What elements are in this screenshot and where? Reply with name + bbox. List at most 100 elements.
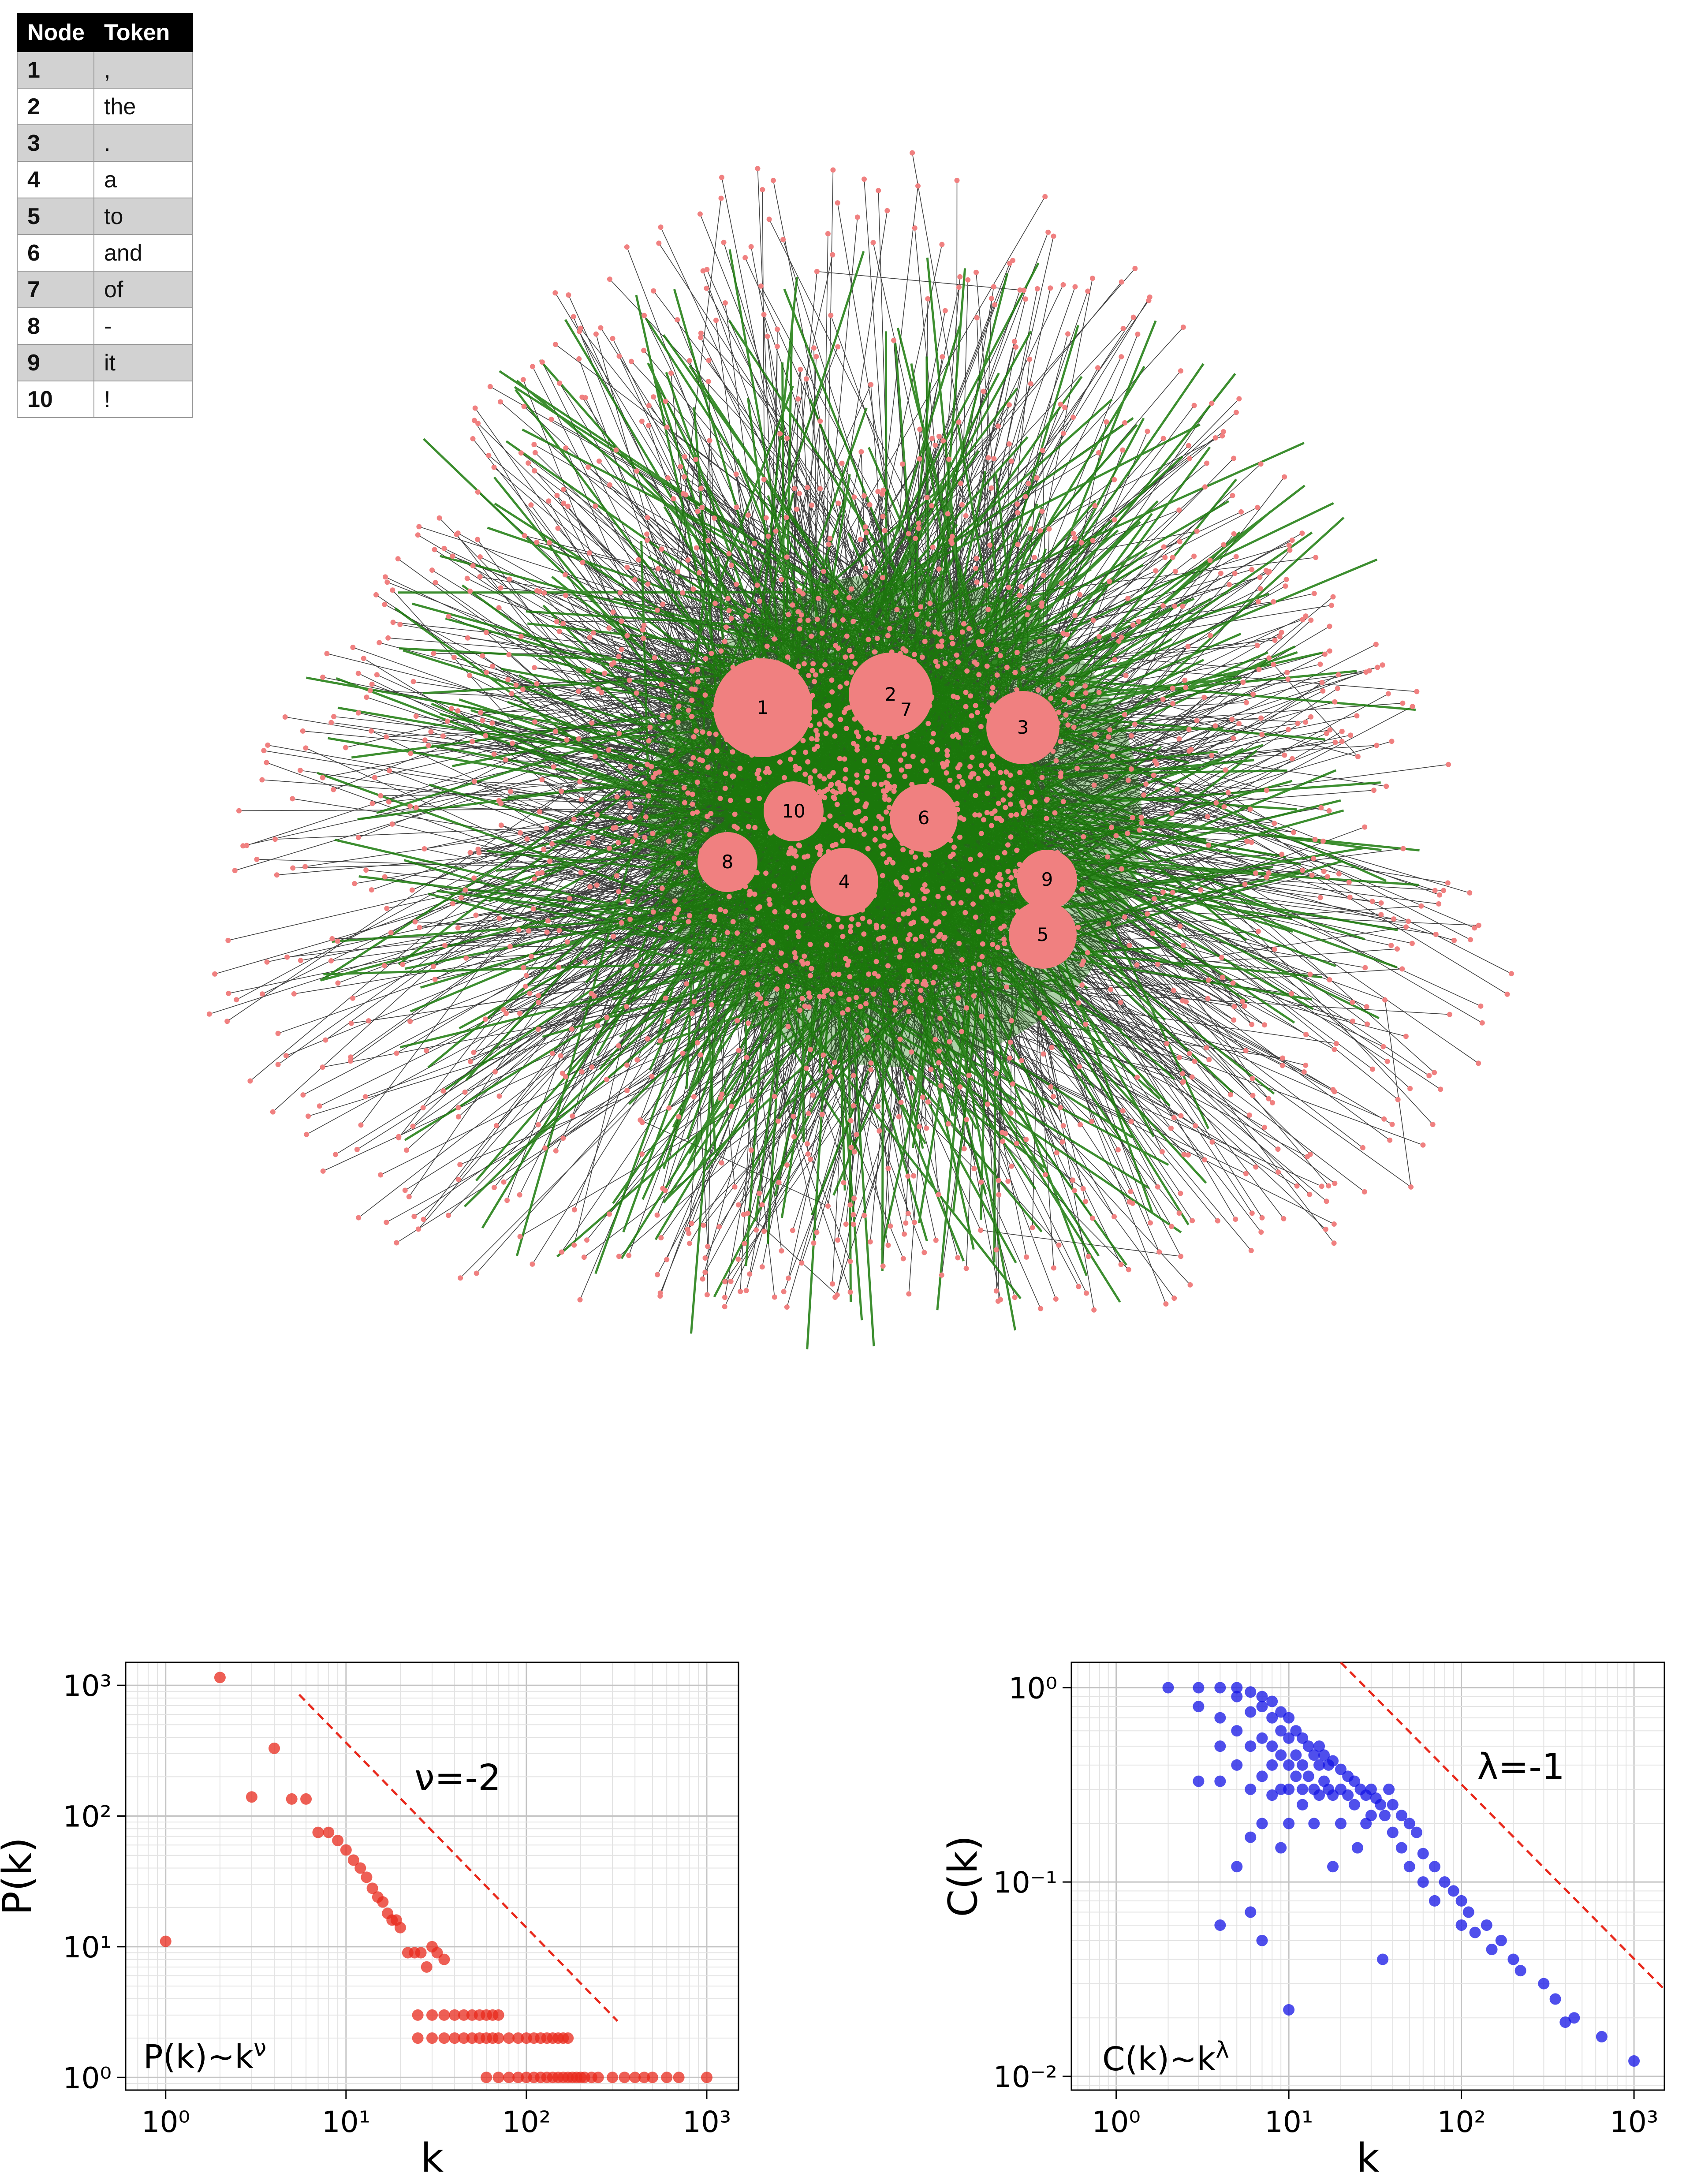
data-point bbox=[1481, 1919, 1492, 1931]
data-point bbox=[431, 1947, 443, 1959]
data-point bbox=[390, 1914, 402, 1926]
data-point bbox=[1387, 1799, 1399, 1811]
data-point bbox=[1327, 1861, 1339, 1873]
data-point bbox=[1395, 1810, 1407, 1822]
network-hub-nodes: 1 2 3 4 5 6 7 8 9 10 bbox=[698, 653, 1077, 969]
data-point bbox=[1462, 1906, 1474, 1918]
data-point bbox=[701, 2072, 712, 2083]
hub-node bbox=[764, 781, 824, 841]
data-point bbox=[1297, 1732, 1309, 1744]
data-point bbox=[1275, 1749, 1287, 1761]
hub-label: 10 bbox=[782, 800, 805, 822]
data-point bbox=[503, 2032, 515, 2044]
data-point bbox=[1335, 1763, 1347, 1775]
data-point bbox=[415, 1947, 427, 1959]
data-point bbox=[1283, 1712, 1295, 1724]
token-cell: the bbox=[93, 88, 193, 125]
data-point bbox=[466, 2032, 478, 2044]
hub-node bbox=[849, 653, 933, 736]
hub-node bbox=[1017, 850, 1077, 910]
reference-slope-label: ν=-2 bbox=[414, 1757, 501, 1799]
data-point bbox=[520, 2072, 532, 2083]
data-point bbox=[426, 1941, 438, 1953]
data-point bbox=[1256, 1818, 1268, 1829]
node-token-table: Node Token 1, 2 the 3. 4 a 5 to 6 and 7 of 8-9 it 10! bbox=[17, 13, 193, 418]
x-tick-label: 10¹ bbox=[322, 2105, 370, 2139]
hub-label: 8 bbox=[722, 851, 734, 873]
data-point bbox=[481, 2009, 492, 2021]
hub-label: 4 bbox=[839, 871, 850, 892]
data-point bbox=[503, 2072, 515, 2083]
data-point bbox=[1403, 1818, 1415, 1829]
data-point bbox=[1348, 1799, 1360, 1811]
data-point bbox=[578, 2072, 590, 2083]
node-id-cell: 1 bbox=[17, 51, 94, 89]
data-point bbox=[1231, 1861, 1243, 1873]
clustering-coefficient-chart: 10⁰ 10¹ 10² 10³ 10⁻² 10⁻¹ 10⁰ k C(k) λ=-1 C(k)~kλ bbox=[940, 1661, 1665, 2181]
data-point bbox=[1568, 2012, 1580, 2024]
data-point bbox=[377, 1896, 389, 1908]
node-id-cell: 10 bbox=[17, 381, 94, 418]
table-row: 3. bbox=[17, 124, 193, 162]
data-point bbox=[246, 1791, 257, 1803]
x-tick-label: 10² bbox=[502, 2105, 551, 2139]
data-point bbox=[1387, 1826, 1399, 1838]
data-point bbox=[160, 1935, 172, 1947]
data-point bbox=[1275, 1706, 1287, 1718]
hub-label: 6 bbox=[918, 807, 930, 829]
data-point bbox=[332, 1834, 344, 1846]
data-point bbox=[361, 1871, 373, 1883]
data-point bbox=[586, 2072, 597, 2083]
token-cell: a bbox=[93, 161, 193, 198]
pk-annotation: P(k)~kν bbox=[143, 2035, 266, 2076]
data-point bbox=[1193, 1701, 1205, 1713]
data-point bbox=[1231, 1759, 1243, 1771]
data-point bbox=[1256, 1701, 1268, 1713]
data-point bbox=[1313, 1789, 1325, 1801]
data-point bbox=[1559, 2016, 1571, 2028]
data-point bbox=[535, 2072, 547, 2083]
data-point bbox=[1417, 1876, 1429, 1888]
data-point bbox=[481, 2032, 492, 2044]
data-point bbox=[1245, 1686, 1257, 1698]
data-point bbox=[438, 2032, 450, 2044]
data-point bbox=[592, 2072, 604, 2083]
hub-node bbox=[713, 658, 812, 757]
plot-frame bbox=[125, 1661, 739, 2091]
data-point bbox=[1283, 2004, 1295, 2016]
reference-slope-line bbox=[1340, 1662, 1664, 1990]
data-point bbox=[1495, 1934, 1507, 1946]
data-point bbox=[1266, 1712, 1278, 1724]
data-point bbox=[1439, 1876, 1451, 1888]
token-cell: and bbox=[93, 234, 193, 272]
token-cell: of bbox=[93, 271, 193, 308]
data-point bbox=[1447, 1885, 1459, 1897]
data-point bbox=[492, 2072, 504, 2083]
data-point bbox=[1538, 1978, 1550, 1990]
hub-label: 3 bbox=[1017, 717, 1029, 738]
hub-node bbox=[810, 848, 878, 916]
table-row: 6 and bbox=[17, 234, 193, 272]
hub-label: 2 bbox=[885, 683, 897, 705]
table-header-row: Node Token bbox=[17, 13, 193, 52]
node-id-cell: 9 bbox=[17, 344, 94, 381]
data-point bbox=[1283, 1818, 1295, 1829]
data-point bbox=[449, 2032, 461, 2044]
data-point bbox=[1507, 1953, 1519, 1965]
data-point bbox=[1410, 1826, 1422, 1838]
data-point bbox=[552, 2072, 564, 2083]
data-point bbox=[487, 2032, 499, 2044]
data-point bbox=[1245, 1706, 1257, 1718]
reference-slope-label: λ=-1 bbox=[1477, 1746, 1565, 1788]
data-point bbox=[347, 1854, 359, 1866]
chart-grid bbox=[125, 1662, 739, 2091]
data-point bbox=[438, 1953, 450, 1965]
node-id-cell: 4 bbox=[17, 161, 94, 198]
data-point bbox=[492, 2032, 504, 2044]
token-cell: it bbox=[93, 344, 193, 381]
data-point bbox=[1383, 1783, 1395, 1795]
data-point bbox=[541, 2072, 553, 2083]
data-point bbox=[1313, 1740, 1325, 1752]
data-point bbox=[1297, 1783, 1309, 1795]
data-point bbox=[1335, 1783, 1347, 1795]
